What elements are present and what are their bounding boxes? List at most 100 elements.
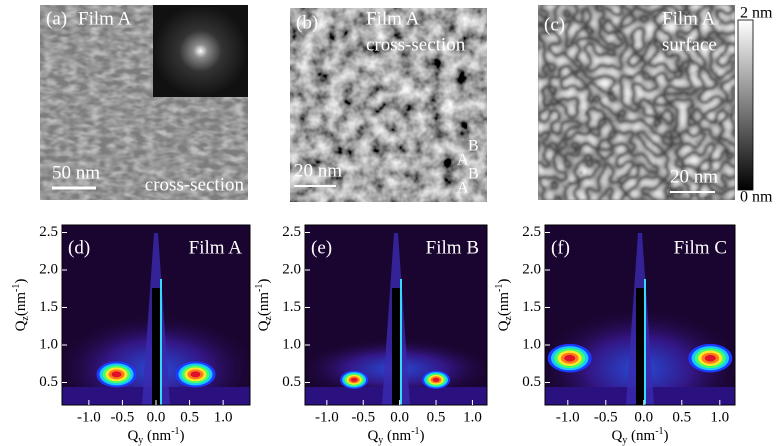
y-tick-label: 1.5	[282, 299, 301, 315]
panel-label: (d)	[68, 237, 90, 258]
axis-close: )	[13, 279, 29, 284]
axis-symbol: Q	[127, 428, 138, 444]
caption: cross-section	[366, 34, 466, 55]
axis-unit: (nm	[383, 428, 411, 444]
peak	[112, 371, 122, 377]
panel-label: (c)	[544, 14, 565, 35]
scale-bar-label: 20 nm	[670, 166, 718, 187]
scale-bar-label: 50 nm	[52, 162, 100, 183]
axis-symbol: Q	[611, 428, 622, 444]
fft-inset	[153, 5, 248, 97]
y-tick-label: 1.5	[39, 299, 58, 315]
y-tick-label: 1.0	[282, 336, 301, 352]
x-tick-label: 1.0	[710, 409, 729, 425]
axis-close: )	[256, 279, 272, 284]
x-tick-label: -0.5	[111, 409, 135, 425]
panel-title: Film B	[426, 237, 479, 258]
axis-superscript: -1	[655, 426, 663, 437]
colorbar-label: 0 nm	[740, 189, 773, 206]
x-label: Qy (nm-1)	[611, 426, 668, 446]
beam-stop	[152, 288, 160, 405]
x-tick-label: 0.5	[180, 409, 199, 425]
axis-unit: (nm	[627, 428, 655, 444]
colorbar	[738, 20, 753, 190]
caption: surface	[662, 34, 717, 55]
x-tick-label: 0.5	[672, 409, 691, 425]
x-tick-label: -1.0	[556, 409, 580, 425]
panel-label: (f)	[551, 237, 570, 258]
x-label: Qy (nm-1)	[367, 426, 424, 446]
beam-stop	[636, 288, 644, 405]
x-tick-label: 0.0	[634, 409, 653, 425]
peak	[433, 378, 440, 382]
axis-symbol: Q	[256, 320, 272, 331]
y-tick-label: 1.5	[522, 299, 541, 315]
x-tick-label: 1.0	[463, 409, 482, 425]
beam-stop	[392, 288, 400, 405]
axis-superscript: -1	[411, 426, 419, 437]
axis-unit: (nm	[143, 428, 171, 444]
y-tick-label: 0.5	[39, 374, 58, 390]
axis-symbol: Q	[367, 428, 378, 444]
x-tick-label: -1.0	[77, 409, 101, 425]
axis-superscript: -1	[11, 284, 22, 292]
axis-close: )	[180, 428, 185, 444]
y-tick-label: 0.5	[282, 374, 301, 390]
axis-unit: (nm	[496, 292, 512, 316]
plot: 0.5 1.0 1.5 2.0 2.5 -1.0 -0.5 0.0 0.5 1.0 (d) Film …	[11, 224, 259, 446]
x-tick-label: 0.0	[147, 409, 166, 425]
x-tick-label: -0.5	[351, 409, 375, 425]
x-tick-label: -0.5	[594, 409, 618, 425]
axis-unit: (nm	[256, 292, 272, 316]
panel-title: Film A	[78, 8, 132, 29]
x-tick-label: -1.0	[315, 409, 339, 425]
y-label: Qz(nm-1)	[11, 279, 31, 332]
y-label: Qz(nm-1)	[494, 279, 514, 332]
axis-unit: (nm	[13, 292, 29, 316]
figure: (a) Film A 50 nm cross-section (b) Film …	[0, 0, 780, 446]
axis-close: )	[420, 428, 425, 444]
y-tick-label: 2.5	[39, 224, 58, 240]
y-tick-label: 2.0	[522, 261, 541, 277]
panel-c: (c) Film A surface 20 nm 2 nm 0 nm	[538, 5, 773, 206]
panel-b: (b) Film A cross-section 20 nm B A B A	[290, 8, 487, 202]
x-tick-label: 0.5	[427, 409, 446, 425]
plot: 0.5 1.0 1.5 2.0 2.5 -1.0 -0.5 0.0 0.5 1.0 (f) Film …	[494, 224, 744, 446]
y-tick-label: 1.0	[39, 336, 58, 352]
panel-label: (a)	[46, 8, 67, 29]
axis-superscript: -1	[171, 426, 179, 437]
y-label: Qz(nm-1)	[254, 279, 274, 332]
caption: cross-section	[145, 174, 245, 195]
panel-title: Film A	[662, 8, 716, 29]
axis-superscript: -1	[494, 284, 505, 292]
x-tick-label: 0.0	[390, 409, 409, 425]
panel-title: Film A	[366, 8, 420, 29]
peak	[564, 355, 575, 362]
panel-title: Film C	[674, 237, 727, 258]
y-tick-label: 2.0	[282, 261, 301, 277]
peak	[705, 355, 716, 362]
peak	[351, 378, 358, 382]
y-tick-label: 0.5	[522, 374, 541, 390]
y-tick-label: 2.0	[39, 261, 58, 277]
colorbar-label: 2 nm	[740, 5, 773, 22]
stacking-letter: B	[468, 166, 479, 183]
scale-bar-label: 20 nm	[294, 160, 342, 181]
peak	[190, 371, 200, 377]
stacking-letter: B	[468, 138, 479, 155]
x-label: Qy (nm-1)	[127, 426, 184, 446]
plot: 0.5 1.0 1.5 2.0 2.5 -1.0 -0.5 0.0 0.5 1.0 (e) Film …	[254, 224, 496, 446]
axis-symbol: Q	[496, 320, 512, 331]
axis-close: )	[496, 279, 512, 284]
y-tick-label: 2.5	[282, 224, 301, 240]
y-tick-label: 2.5	[522, 224, 541, 240]
x-tick-label: 1.0	[214, 409, 233, 425]
axis-symbol: Q	[13, 320, 29, 331]
axis-close: )	[664, 428, 669, 444]
y-tick-label: 1.0	[522, 336, 541, 352]
axis-superscript: -1	[254, 284, 265, 292]
stacking-letter: A	[457, 180, 469, 197]
panel-label: (e)	[311, 237, 332, 258]
panel-label: (b)	[296, 12, 318, 33]
panel-title: Film A	[189, 237, 243, 258]
